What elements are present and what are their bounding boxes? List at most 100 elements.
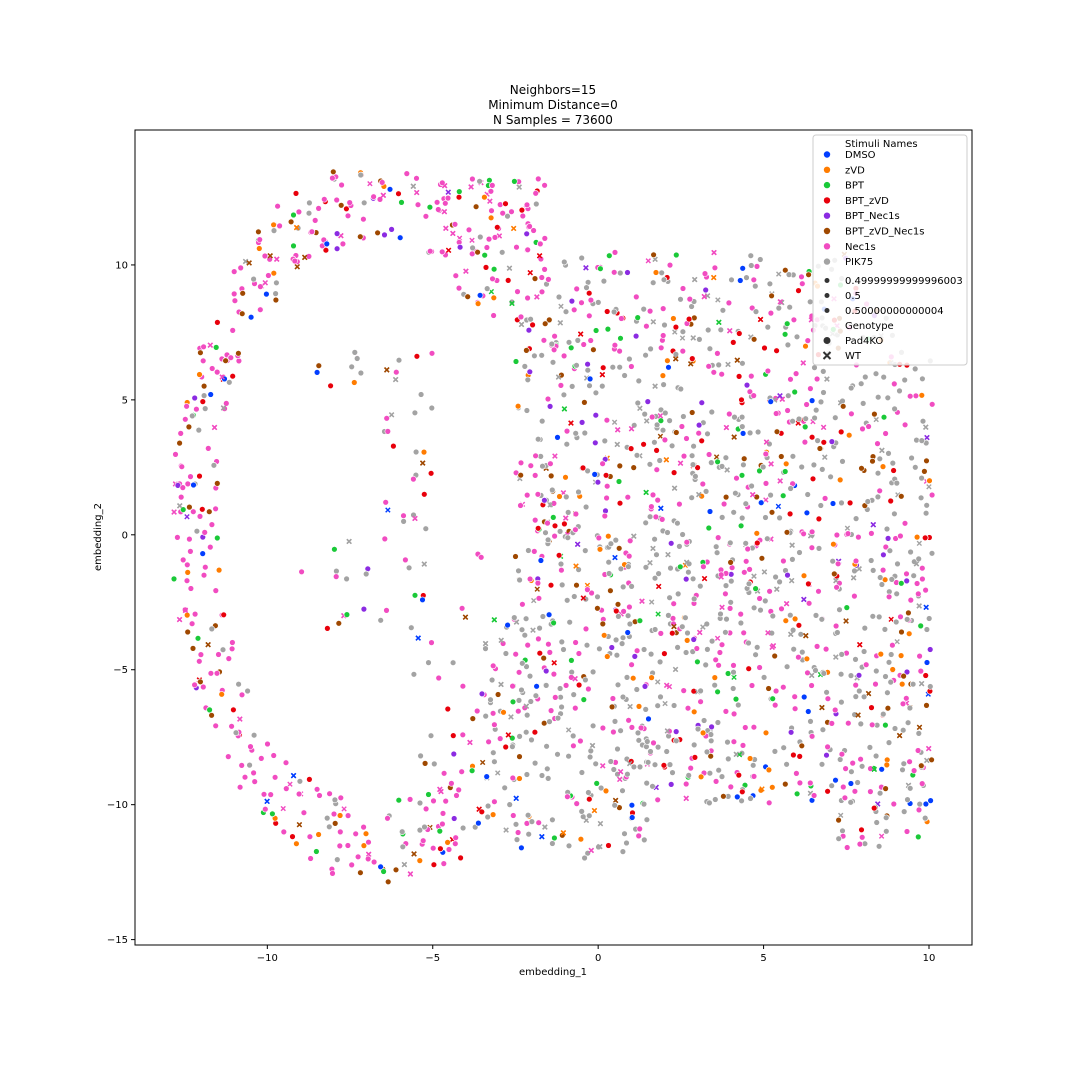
scatter-point bbox=[534, 491, 542, 498]
scatter-point bbox=[785, 271, 793, 278]
scatter-point bbox=[491, 721, 498, 728]
scatter-point bbox=[776, 514, 783, 522]
scatter-point bbox=[718, 641, 726, 648]
scatter-point bbox=[212, 587, 220, 594]
scatter-point bbox=[660, 381, 667, 388]
scatter-point bbox=[690, 636, 697, 643]
scatter-point bbox=[549, 486, 556, 494]
scatter-point bbox=[707, 737, 715, 744]
scatter-point bbox=[896, 387, 903, 395]
scatter-point bbox=[614, 441, 620, 448]
scatter-point bbox=[874, 493, 882, 501]
scatter-point bbox=[739, 360, 746, 367]
scatter-point bbox=[205, 641, 211, 648]
scatter-point bbox=[170, 575, 178, 583]
scatter-point bbox=[398, 199, 405, 206]
scatter-point bbox=[742, 558, 750, 565]
scatter-point bbox=[518, 206, 526, 214]
scatter-point bbox=[416, 826, 424, 834]
scatter-point bbox=[393, 369, 400, 376]
scatter-point bbox=[530, 627, 536, 633]
scatter-point bbox=[200, 382, 208, 390]
scatter-point bbox=[357, 369, 365, 377]
scatter-point bbox=[343, 575, 350, 583]
scatter-point bbox=[903, 577, 910, 585]
scatter-point bbox=[346, 199, 353, 206]
scatter-point bbox=[708, 408, 715, 416]
scatter-point bbox=[199, 506, 206, 513]
scatter-point bbox=[639, 598, 645, 604]
scatter-point bbox=[539, 833, 545, 840]
scatter-point bbox=[247, 743, 254, 750]
scatter-point bbox=[512, 358, 520, 365]
scatter-point bbox=[261, 252, 269, 260]
scatter-point bbox=[787, 485, 794, 492]
scatter-point bbox=[664, 529, 671, 536]
scatter-point bbox=[363, 570, 370, 578]
scatter-point bbox=[610, 269, 618, 276]
scatter-point bbox=[635, 377, 642, 385]
chart-title-line-3: N Samples = 73600 bbox=[493, 113, 613, 127]
scatter-point bbox=[654, 702, 661, 709]
scatter-point bbox=[367, 181, 373, 187]
scatter-point bbox=[790, 645, 797, 653]
scatter-point bbox=[526, 672, 534, 680]
scatter-point bbox=[419, 596, 426, 603]
scatter-point bbox=[615, 545, 623, 552]
scatter-point bbox=[474, 300, 482, 307]
scatter-point bbox=[635, 737, 642, 744]
scatter-point bbox=[533, 683, 540, 690]
scatter-point bbox=[514, 829, 522, 836]
scatter-point bbox=[449, 659, 457, 666]
scatter-point bbox=[605, 558, 612, 566]
scatter-point bbox=[290, 242, 297, 250]
scatter-point bbox=[272, 290, 279, 297]
scatter-point bbox=[330, 810, 338, 818]
scatter-point bbox=[715, 766, 722, 774]
scatter-point bbox=[552, 694, 559, 701]
scatter-point bbox=[739, 265, 746, 272]
scatter-point bbox=[174, 534, 181, 541]
scatter-point bbox=[641, 836, 648, 844]
scatter-point bbox=[746, 566, 753, 573]
scatter-point bbox=[589, 668, 597, 676]
scatter-point bbox=[592, 389, 600, 396]
scatter-point bbox=[361, 199, 368, 207]
scatter-point bbox=[521, 631, 528, 639]
scatter-point bbox=[750, 336, 758, 343]
scatter-point bbox=[871, 766, 877, 772]
scatter-point bbox=[421, 823, 428, 831]
scatter-point bbox=[824, 376, 830, 382]
scatter-point bbox=[222, 357, 229, 364]
scatter-point bbox=[876, 455, 883, 462]
scatter-point bbox=[565, 752, 572, 760]
scatter-point bbox=[238, 691, 246, 698]
scatter-point bbox=[623, 674, 631, 681]
scatter-point bbox=[214, 319, 221, 326]
scatter-point bbox=[612, 536, 619, 544]
scatter-point bbox=[771, 748, 779, 755]
scatter-point bbox=[452, 272, 459, 279]
scatter-point bbox=[487, 214, 495, 222]
scatter-point bbox=[651, 439, 658, 446]
scatter-point bbox=[247, 314, 255, 321]
scatter-point bbox=[610, 728, 617, 736]
scatter-point bbox=[563, 427, 571, 435]
scatter-point bbox=[679, 347, 686, 355]
scatter-point bbox=[743, 274, 750, 281]
scatter-point bbox=[523, 407, 531, 414]
scatter-point bbox=[499, 640, 507, 647]
scatter-point bbox=[626, 355, 633, 363]
scatter-point bbox=[522, 728, 530, 736]
scatter-point bbox=[852, 656, 859, 663]
scatter-point bbox=[917, 494, 925, 501]
scatter-point bbox=[775, 304, 782, 312]
scatter-point bbox=[738, 797, 745, 804]
scatter-point bbox=[306, 776, 313, 783]
scatter-point bbox=[816, 445, 824, 452]
scatter-point bbox=[670, 469, 678, 476]
scatter-point bbox=[870, 522, 876, 528]
scatter-point bbox=[800, 572, 808, 579]
scatter-point bbox=[561, 258, 568, 266]
scatter-point bbox=[898, 680, 906, 688]
